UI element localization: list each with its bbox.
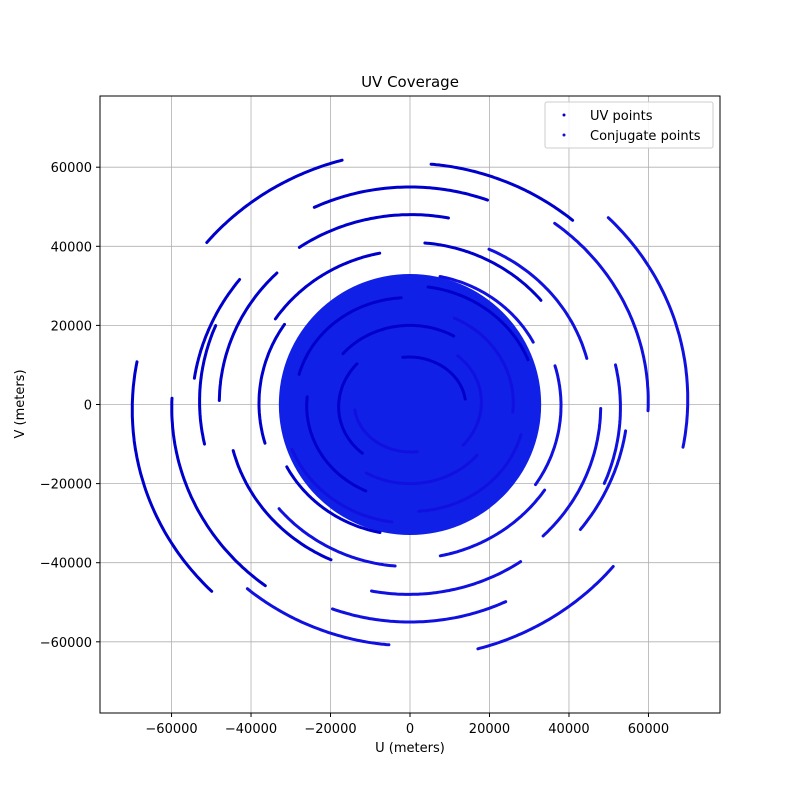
uv-track [438, 275, 535, 344]
uv-track [277, 507, 397, 568]
x-tick-label: 40000 [548, 722, 589, 737]
uv-track [487, 247, 589, 360]
x-tick-label: 20000 [469, 722, 510, 737]
series-uv-points [130, 158, 575, 593]
uv-track [245, 587, 391, 647]
uv-track [364, 453, 479, 486]
uv-track [353, 408, 419, 454]
uv-track [429, 162, 575, 222]
uv-track [423, 241, 543, 302]
y-tick-label: 40000 [51, 240, 92, 255]
uv-track [231, 449, 333, 562]
uv-track [217, 271, 279, 402]
uv-track [257, 322, 286, 445]
legend-label-uv-points: UV points [590, 109, 653, 124]
uv-track [417, 433, 523, 513]
uv-track [578, 429, 628, 531]
uv-track [426, 285, 530, 362]
uv-track [452, 316, 515, 414]
legend: UV points Conjugate points [544, 101, 714, 149]
x-tick-label: 0 [406, 722, 414, 737]
uv-track [602, 363, 622, 485]
y-tick-label: −60000 [40, 636, 92, 651]
x-tick-label: −20000 [304, 722, 356, 737]
uv-track [312, 185, 489, 209]
uv-track [541, 407, 603, 538]
uv-track [192, 278, 242, 380]
uv-track [305, 395, 368, 493]
uv-track [297, 213, 450, 249]
y-tick-label: 0 [84, 399, 92, 414]
series-conjugate-points [245, 216, 690, 651]
uv-track [331, 600, 508, 624]
uv-track [297, 296, 403, 376]
y-tick-label: −20000 [40, 478, 92, 493]
uv-track [290, 447, 394, 524]
uv-track [341, 323, 456, 356]
y-axis-label: V (meters) [13, 369, 28, 438]
legend-marker-conjugate-points [562, 133, 566, 137]
x-tick-label: 60000 [628, 722, 669, 737]
x-axis-label: U (meters) [375, 741, 445, 756]
legend-label-conjugate-points: Conjugate points [590, 129, 701, 144]
uv-track [285, 465, 382, 534]
uv-track [130, 360, 214, 593]
uv-track [198, 324, 218, 446]
uv-track [205, 158, 344, 244]
chart-title: UV Coverage [361, 73, 459, 91]
x-tick-label: −40000 [225, 722, 277, 737]
uv-track [337, 362, 364, 455]
dense-core-region [278, 273, 542, 536]
uv-track [401, 355, 467, 401]
plot-data [130, 158, 690, 651]
uv-track [456, 354, 483, 447]
legend-box [544, 101, 714, 149]
uv-track [438, 488, 547, 558]
axis-ticks: −60000 −40000 −20000 0 20000 40000 60000 −60000… [40, 161, 669, 737]
uv-track [534, 364, 563, 487]
y-tick-label: 60000 [51, 161, 92, 176]
uv-track [370, 560, 523, 596]
uv-track [553, 221, 650, 413]
uv-track [476, 565, 615, 651]
legend-marker-uv-points [562, 113, 566, 117]
y-tick-label: 20000 [51, 319, 92, 334]
x-tick-label: −60000 [145, 722, 197, 737]
uv-track [606, 216, 690, 449]
uv-track [170, 396, 267, 588]
uv-track [273, 251, 382, 321]
y-tick-label: −40000 [40, 557, 92, 572]
